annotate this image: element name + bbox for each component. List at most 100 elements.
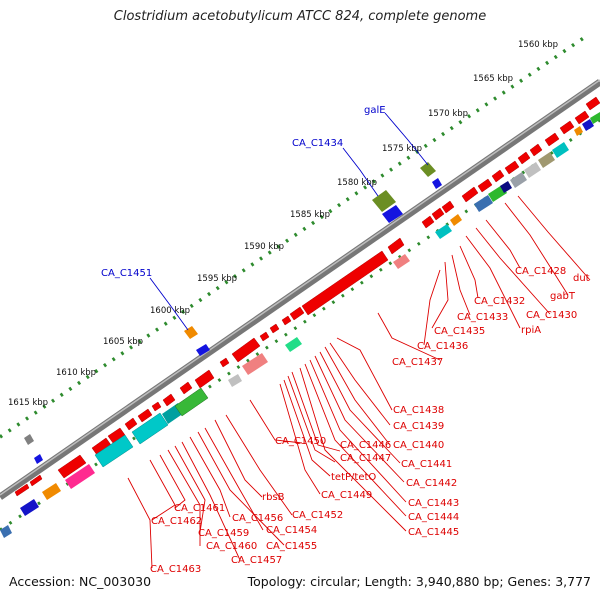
gene-block[interactable]: [42, 483, 61, 500]
gene-label[interactable]: CA_C1436: [417, 341, 468, 352]
gene-block[interactable]: [382, 205, 403, 223]
gene-arrow[interactable]: [585, 96, 600, 111]
gene-label[interactable]: CA_C1463: [150, 564, 201, 575]
gene-arrow[interactable]: [137, 408, 153, 423]
gene-arrow[interactable]: [231, 337, 261, 363]
gene-label[interactable]: CA_C1437: [392, 357, 443, 368]
gene-label[interactable]: CA_C1442: [406, 478, 457, 489]
gene-arrow[interactable]: [14, 483, 30, 497]
gene-arrow[interactable]: [477, 178, 493, 193]
gene-label[interactable]: CA_C1443: [408, 498, 459, 509]
gene-label[interactable]: CA_C1459: [198, 528, 249, 539]
gene-label[interactable]: rbsB: [262, 492, 285, 503]
gene-block[interactable]: [538, 152, 555, 168]
gene-arrow[interactable]: [504, 160, 520, 175]
gene-label[interactable]: CA_C1462: [151, 516, 202, 527]
gene-block[interactable]: [393, 254, 410, 269]
gene-label[interactable]: CA_C1455: [266, 541, 317, 552]
gene-arrow[interactable]: [431, 207, 445, 221]
gene-block[interactable]: [24, 434, 34, 445]
gene-label-gale[interactable]: galE: [364, 105, 386, 116]
gene-block[interactable]: [94, 434, 134, 468]
gene-label-ca-c1451[interactable]: CA_C1451: [101, 268, 152, 279]
gene-block[interactable]: [420, 162, 436, 177]
gene-arrow[interactable]: [387, 237, 405, 255]
gene-label[interactable]: gabT: [550, 291, 576, 302]
gene-block[interactable]: [174, 387, 209, 417]
gene-label[interactable]: CA_C1456: [232, 513, 283, 524]
gene-label[interactable]: tetP/tetO: [331, 472, 376, 483]
gene-block[interactable]: [20, 499, 39, 516]
gene-block[interactable]: [34, 454, 43, 464]
gene-block[interactable]: [0, 525, 12, 538]
gene-block[interactable]: [552, 142, 569, 158]
gene-block[interactable]: [65, 464, 95, 489]
gene-label[interactable]: CA_C1440: [393, 440, 444, 451]
gene-label[interactable]: CA_C1446: [340, 440, 391, 451]
gene-arrow[interactable]: [269, 323, 280, 334]
scale-label: 1575 kbp: [382, 144, 422, 154]
gene-arrow[interactable]: [421, 215, 435, 229]
gene-label[interactable]: CA_C1449: [321, 490, 372, 501]
gene-label[interactable]: dut: [573, 273, 590, 284]
gene-label[interactable]: rpiA: [521, 325, 541, 336]
gene-label[interactable]: CA_C1432: [474, 296, 525, 307]
gene-block[interactable]: [582, 119, 594, 131]
gene-arrow[interactable]: [151, 401, 162, 412]
gene-arrow[interactable]: [289, 306, 305, 321]
gene-label[interactable]: CA_C1428: [515, 266, 566, 277]
gene-block[interactable]: [524, 162, 541, 178]
scale-label: 1610 kbp: [56, 368, 96, 378]
gene-arrow[interactable]: [491, 169, 505, 183]
gene-label[interactable]: CA_C1457: [231, 555, 282, 566]
gene-arrow[interactable]: [544, 132, 560, 147]
gene-label[interactable]: CA_C1435: [434, 326, 485, 337]
gene-block[interactable]: [372, 190, 396, 212]
gene-block[interactable]: [242, 353, 268, 375]
gene-block[interactable]: [510, 172, 527, 188]
gene-block[interactable]: [432, 178, 442, 189]
gene-arrow[interactable]: [57, 454, 87, 479]
scale-label: 1560 kbp: [518, 40, 558, 50]
gene-arrow[interactable]: [124, 417, 138, 431]
gene-label[interactable]: CA_C1454: [266, 525, 317, 536]
gene-arrow[interactable]: [281, 315, 292, 326]
gene-arrow[interactable]: [219, 357, 230, 368]
gene-label[interactable]: CA_C1441: [401, 459, 452, 470]
gene-arrow[interactable]: [559, 120, 575, 135]
gene-arrow[interactable]: [194, 369, 215, 389]
gene-label[interactable]: CA_C1447: [340, 453, 391, 464]
gene-label[interactable]: CA_C1438: [393, 405, 444, 416]
gene-arrow[interactable]: [179, 381, 193, 395]
gene-label[interactable]: CA_C1444: [408, 512, 459, 523]
gene-label[interactable]: CA_C1439: [393, 421, 444, 432]
gene-arrow[interactable]: [529, 143, 543, 157]
gene-block[interactable]: [574, 126, 583, 136]
gene-arrow[interactable]: [461, 186, 479, 203]
gene-block[interactable]: [474, 195, 493, 212]
gene-block[interactable]: [285, 337, 302, 352]
gene-label[interactable]: CA_C1430: [526, 310, 577, 321]
gene-label[interactable]: CA_C1460: [206, 541, 257, 552]
gene-arrow[interactable]: [574, 110, 590, 125]
gene-block[interactable]: [131, 412, 169, 445]
gene-block[interactable]: [450, 214, 462, 226]
gene-arrow[interactable]: [517, 151, 531, 165]
gene-label-ca-c1434[interactable]: CA_C1434: [292, 138, 343, 149]
gene-label[interactable]: CA_C1461: [174, 503, 225, 514]
gene-block[interactable]: [590, 112, 600, 124]
gene-arrow[interactable]: [441, 200, 455, 214]
gene-label[interactable]: CA_C1450: [275, 436, 326, 447]
gene-block[interactable]: [500, 181, 512, 193]
gene-block[interactable]: [228, 374, 242, 387]
gene-arrow[interactable]: [301, 250, 389, 316]
gene-label[interactable]: CA_C1445: [408, 527, 459, 538]
gene-arrow[interactable]: [29, 474, 43, 487]
gene-block[interactable]: [196, 344, 210, 356]
gene-label[interactable]: CA_C1452: [292, 510, 343, 521]
gene-label[interactable]: CA_C1433: [457, 312, 508, 323]
gene-arrow[interactable]: [259, 331, 270, 342]
gene-block[interactable]: [435, 224, 452, 239]
gene-arrow[interactable]: [162, 393, 176, 407]
